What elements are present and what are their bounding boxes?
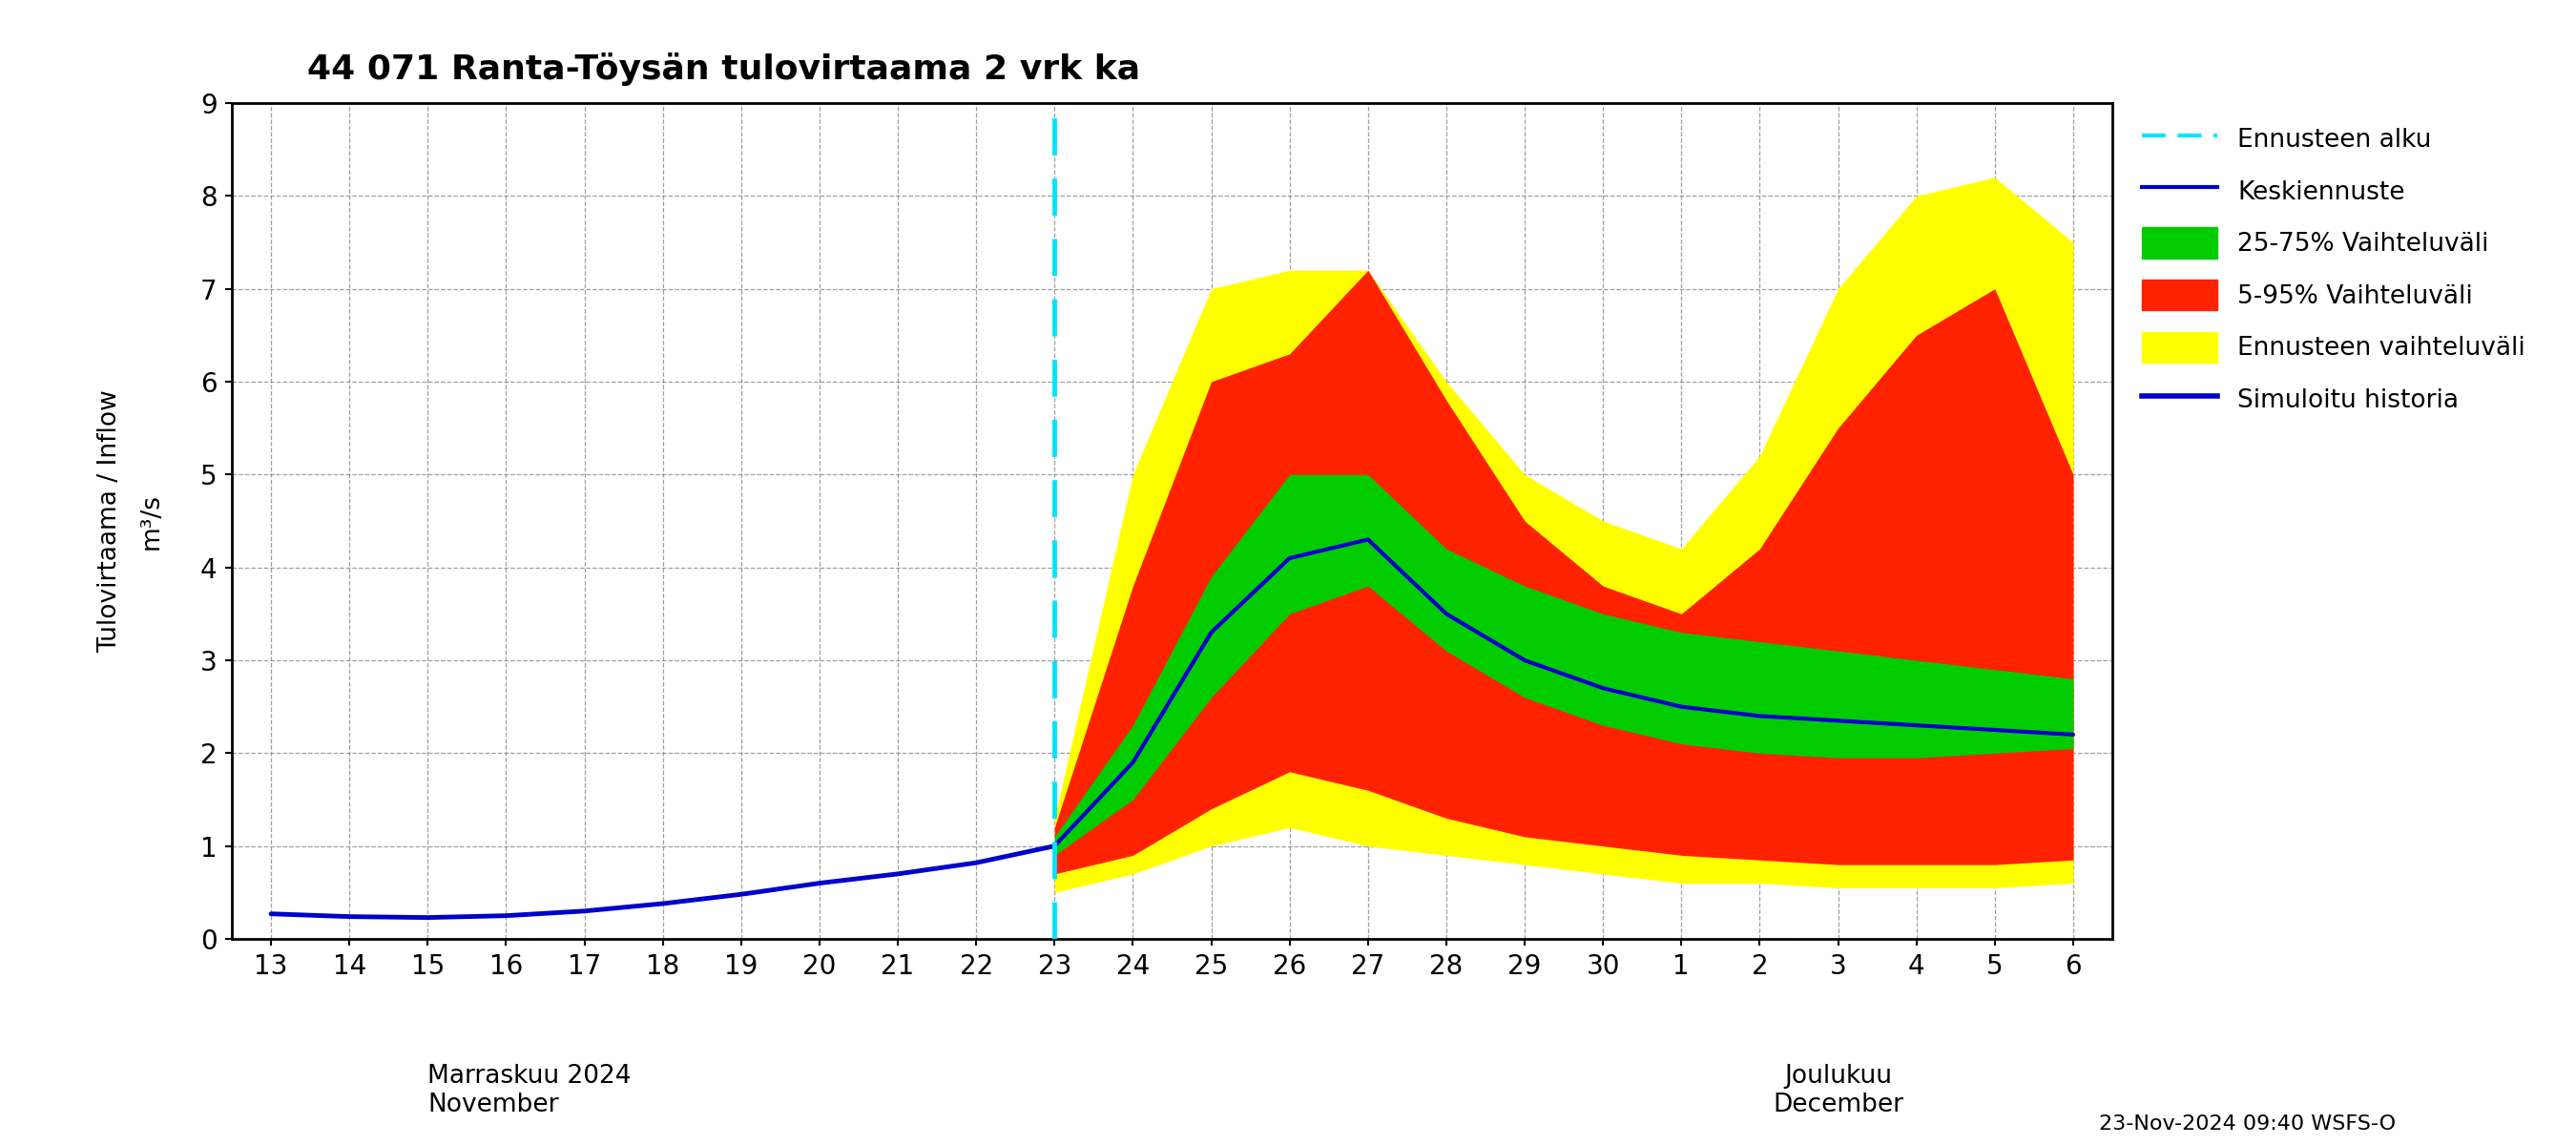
Text: Joulukuu
December: Joulukuu December: [1772, 1065, 1904, 1118]
Text: Tulovirtaama / Inflow: Tulovirtaama / Inflow: [98, 389, 121, 653]
Text: 44 071 Ranta-Töysän tulovirtaama 2 vrk ka: 44 071 Ranta-Töysän tulovirtaama 2 vrk k…: [307, 53, 1141, 86]
Text: Marraskuu 2024
November: Marraskuu 2024 November: [428, 1065, 631, 1118]
Text: 23-Nov-2024 09:40 WSFS-O: 23-Nov-2024 09:40 WSFS-O: [2099, 1114, 2396, 1134]
Legend: Ennusteen alku, Keskiennuste, 25-75% Vaihteluväli, 5-95% Vaihteluväli, Ennusteen: Ennusteen alku, Keskiennuste, 25-75% Vai…: [2136, 116, 2532, 423]
Text: m³/s: m³/s: [139, 492, 162, 550]
